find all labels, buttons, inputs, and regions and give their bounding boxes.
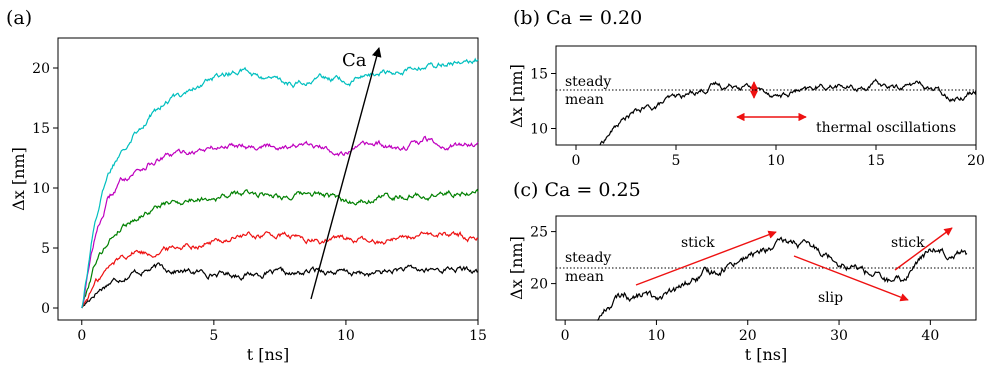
stick-label-1: stick xyxy=(681,235,715,251)
x-tick-label: 20 xyxy=(739,328,757,344)
x-tick-label: 15 xyxy=(867,153,885,169)
x-tick-label: 0 xyxy=(561,328,570,344)
x-tick-label: 5 xyxy=(672,153,681,169)
ca-increase-arrow xyxy=(310,47,382,300)
panel-c-ylabel: Δx [nm] xyxy=(507,236,526,300)
x-tick-label: 0 xyxy=(77,328,86,344)
series-line xyxy=(81,262,479,309)
panel-c-label: (c) Ca = 0.25 xyxy=(513,179,641,201)
y-tick-label: 20 xyxy=(32,61,50,77)
thermal-oscillations-label: thermal oscillations xyxy=(816,120,956,136)
series-line xyxy=(81,57,479,309)
panel-a-series xyxy=(81,57,479,309)
panel-c: 0 10 20 30 40 20 25 steady mean stick slip sti… xyxy=(507,215,977,364)
x-tick-label: 10 xyxy=(337,328,355,344)
stick-arrow-2 xyxy=(894,227,953,271)
x-tick-label: 20 xyxy=(967,153,985,169)
ca-arrow-label: Ca xyxy=(342,50,367,71)
y-tick-label: 10 xyxy=(32,181,50,197)
panel-c-xlabel: t [ns] xyxy=(745,345,788,364)
x-tick-label: 40 xyxy=(921,328,939,344)
y-tick-label: 20 xyxy=(530,277,548,293)
slip-arrow xyxy=(793,255,909,302)
x-tick-label: 10 xyxy=(648,328,666,344)
panel-b-mean-label: mean xyxy=(565,92,604,108)
x-tick-label: 30 xyxy=(830,328,848,344)
slip-label: slip xyxy=(818,290,843,306)
x-tick-label: 15 xyxy=(469,328,487,344)
panel-c-series xyxy=(597,236,968,321)
panel-a-ticks: 0 5 10 15 0 5 10 15 20 xyxy=(32,61,487,344)
panel-a-label: (a) xyxy=(6,7,32,29)
panel-a-frame xyxy=(57,37,479,321)
y-tick-label: 15 xyxy=(530,67,548,83)
series-line xyxy=(81,135,479,309)
y-tick-label: 25 xyxy=(530,225,548,241)
stick-label-2: stick xyxy=(891,235,925,251)
x-tick-label: 5 xyxy=(209,328,218,344)
panel-b-ticks: 0 5 10 15 20 10 15 xyxy=(530,67,985,170)
panel-b-steady-label: steady xyxy=(565,74,611,90)
panel-b-ylabel: Δx [nm] xyxy=(507,64,526,128)
y-tick-label: 15 xyxy=(32,121,50,137)
panel-b: 0 5 10 15 20 10 15 steady mean thermal oscilla… xyxy=(507,45,985,170)
panel-b-series xyxy=(599,78,977,146)
panel-a: 0 5 10 15 0 5 10 15 20 Ca t [ns] Δx [nm] xyxy=(9,37,487,364)
series-line xyxy=(599,78,977,146)
panel-c-mean-label: mean xyxy=(565,269,604,285)
x-tick-label: 10 xyxy=(767,153,785,169)
stick-arrow-1 xyxy=(635,230,777,286)
series-line xyxy=(81,230,479,309)
series-line xyxy=(597,236,968,321)
panel-b-frame xyxy=(555,45,977,146)
panel-b-label: (b) Ca = 0.20 xyxy=(513,7,642,29)
panel-a-xlabel: t [ns] xyxy=(247,345,290,364)
y-tick-label: 0 xyxy=(41,301,50,317)
panel-c-ticks: 0 10 20 30 40 20 25 xyxy=(530,225,939,344)
panel-a-ylabel: Δx [nm] xyxy=(9,147,28,211)
y-tick-label: 10 xyxy=(530,122,548,138)
x-tick-label: 0 xyxy=(572,153,581,169)
series-line xyxy=(81,188,479,309)
y-tick-label: 5 xyxy=(41,241,50,257)
panel-c-steady-label: steady xyxy=(565,250,611,266)
